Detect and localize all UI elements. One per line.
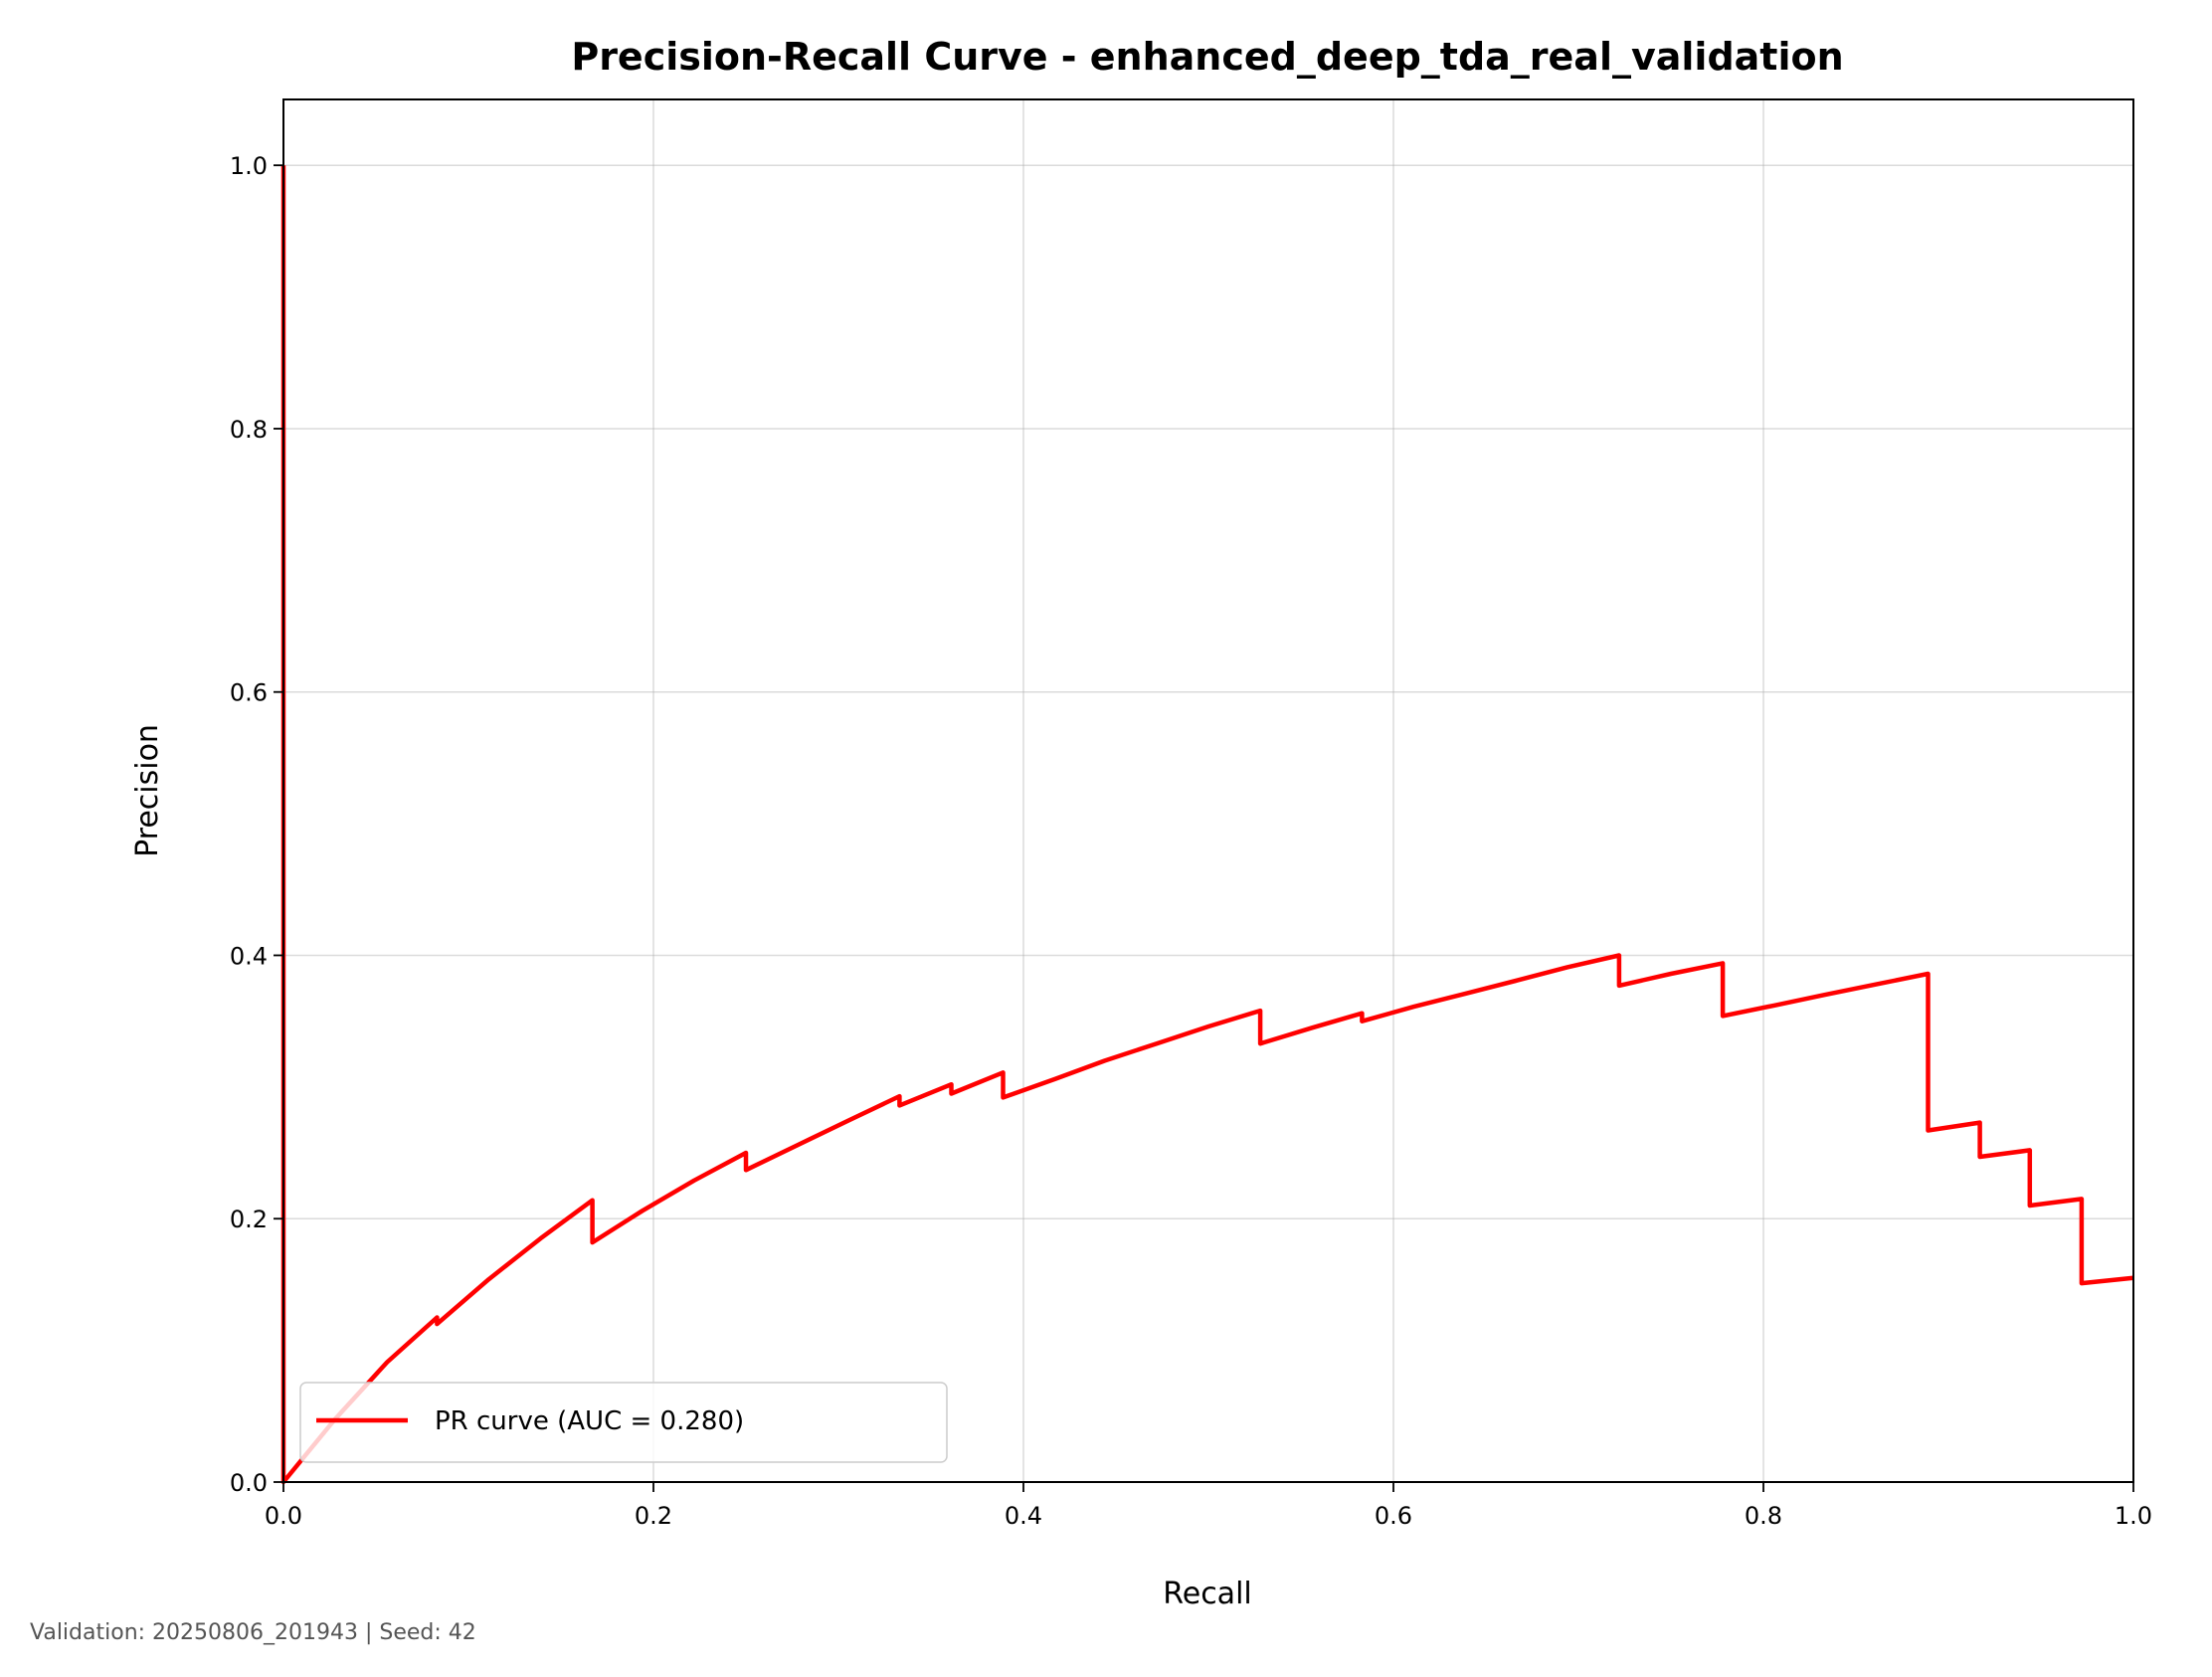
x-tick-label: 1.0 — [2115, 1502, 2152, 1530]
x-tick-label: 0.8 — [1745, 1502, 1782, 1530]
legend-box — [299, 1382, 948, 1463]
y-axis-ticks: 0.0 0.2 0.4 0.6 0.8 1.0 — [230, 152, 283, 1497]
pr-curve-line — [280, 165, 2134, 1485]
chart-title: Precision-Recall Curve - enhanced_deep_t… — [571, 35, 1843, 79]
series-layer — [280, 165, 2134, 1485]
x-tick-label: 0.6 — [1375, 1502, 1412, 1530]
y-tick-label: 1.0 — [230, 152, 268, 180]
x-tick-label: 0.0 — [265, 1502, 302, 1530]
legend: PR curve (AUC = 0.280) — [299, 1382, 948, 1463]
y-axis-label: Precision — [130, 724, 165, 857]
x-axis-ticks: 0.0 0.2 0.4 0.6 0.8 1.0 — [265, 1482, 2152, 1530]
x-tick-label: 0.4 — [1005, 1502, 1042, 1530]
y-tick-label: 0.8 — [230, 416, 268, 444]
y-tick-label: 0.2 — [230, 1206, 268, 1233]
y-tick-label: 0.6 — [230, 679, 268, 707]
x-axis-label: Recall — [1163, 1577, 1252, 1611]
x-tick-label: 0.2 — [635, 1502, 672, 1530]
validation-footer: Validation: 20250806_201943 | Seed: 42 — [30, 1620, 476, 1645]
plot-frame — [282, 98, 2134, 1483]
y-tick-label: 0.4 — [230, 942, 268, 970]
y-tick-label: 0.0 — [230, 1469, 268, 1497]
legend-entry-pr-curve: PR curve (AUC = 0.280) — [435, 1406, 744, 1436]
